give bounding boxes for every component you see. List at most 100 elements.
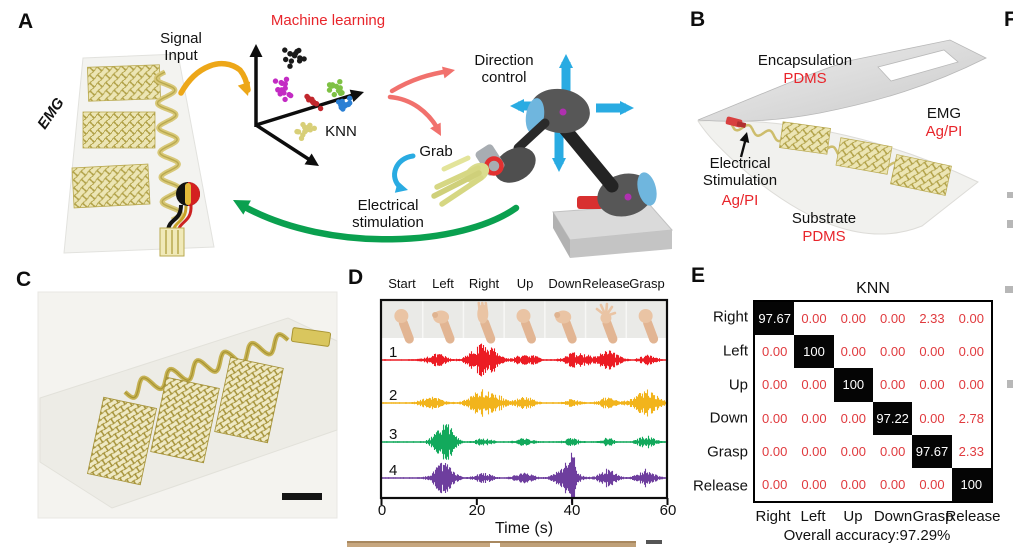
matrix-cell-down-down: 97.22 <box>872 401 913 435</box>
emg-trace-2 <box>380 389 669 417</box>
trace-label-4: 4 <box>389 462 398 479</box>
signal-input-label: Signal Input <box>160 30 202 65</box>
encapsulation-label: Encapsulation <box>757 52 853 69</box>
emg-device-illustration <box>63 53 215 257</box>
matrix-cell-release-release: 100 <box>951 467 991 501</box>
gesture-hand-grasp <box>638 309 659 344</box>
class-black-point <box>296 47 302 54</box>
class-green-point <box>339 90 345 96</box>
trace-label-2: 2 <box>389 387 398 404</box>
matrix-cell-grasp-left: 0.00 <box>801 443 827 459</box>
class-yellow-point <box>307 122 313 128</box>
class-blue-point <box>345 101 352 108</box>
matrix-cell-down-grasp: 0.00 <box>919 410 945 426</box>
matrix-cell-up-release: 0.00 <box>958 377 984 393</box>
class-black-point <box>297 55 303 61</box>
knn-label: KNN <box>325 123 357 140</box>
x-tick-40: 40 <box>563 502 581 519</box>
matrix-col-label-right: Right <box>755 508 791 525</box>
class-black-point <box>283 56 289 63</box>
gesture-label-release: Release <box>582 276 630 291</box>
matrix-cell-right-grasp: 2.33 <box>919 311 945 327</box>
matrix-col-label-grasp: Grasp <box>912 508 954 525</box>
matrix-row-label-right: Right <box>712 308 748 326</box>
class-green-point <box>337 85 343 91</box>
gesture-hand-down <box>554 310 577 344</box>
class-black-point <box>288 58 295 64</box>
matrix-col-label-down: Down <box>873 508 913 525</box>
matrix-title: KNN <box>856 280 890 297</box>
matrix-cell-grasp-grasp: 97.67 <box>912 434 952 468</box>
class-green-point <box>329 83 335 89</box>
class-magenta-point <box>275 87 281 93</box>
gesture-label-grasp: Grasp <box>629 276 665 291</box>
matrix-cell-up-up: 100 <box>833 368 873 402</box>
gesture-hand-release <box>595 302 618 344</box>
workflow-arrows <box>178 54 634 243</box>
x-tick-20: 20 <box>468 502 486 519</box>
matrix-cell-up-left: 0.00 <box>801 377 827 393</box>
gesture-hand-start <box>394 309 414 344</box>
emg-trace-4 <box>380 452 669 504</box>
electrical-stimulation-label: Electrical stimulation <box>352 197 424 232</box>
matrix-cell-up-down: 0.00 <box>880 377 906 393</box>
class-magenta-point <box>282 96 288 103</box>
class-magenta-point <box>279 80 285 87</box>
grab-label: Grab <box>419 143 453 160</box>
device-layers-illustration <box>697 39 987 235</box>
matrix-cell-left-right: 0.00 <box>762 344 788 360</box>
class-green-point <box>337 79 343 85</box>
matrix-row-label-down: Down <box>709 409 748 427</box>
matrix-cell-right-up: 0.00 <box>840 311 866 327</box>
cropped-right-edge-marks <box>1005 192 1013 388</box>
confusion-matrix: 97.67 0.00 0.00 0.00 2.33 0.00 0.00 100 0.00 0.00… <box>753 300 993 503</box>
class-green-point <box>331 91 337 98</box>
panel-a-label: A <box>18 10 34 33</box>
matrix-cell-right-left: 0.00 <box>801 311 827 327</box>
trace-label-1: 1 <box>389 344 398 361</box>
class-yellow-point <box>303 127 310 133</box>
matrix-cell-grasp-down: 0.00 <box>880 443 906 459</box>
encapsulation-material-label: PDMS <box>783 70 827 87</box>
matrix-cell-up-right: 0.00 <box>762 377 788 393</box>
matrix-cell-down-left: 0.00 <box>801 410 827 426</box>
emg-material-label: Ag/PI <box>925 123 963 140</box>
scale-bar <box>282 493 322 500</box>
matrix-cell-release-left: 0.00 <box>801 476 827 492</box>
robot-gripper-hand <box>431 144 536 207</box>
panel-e-label: E <box>691 264 706 287</box>
matrix-row-label-up: Up <box>728 376 748 394</box>
stimulation-layer-label: Electrical Stimulation <box>702 155 778 190</box>
class-red-point <box>306 97 312 103</box>
matrix-cell-down-release: 2.78 <box>958 410 984 426</box>
matrix-cell-grasp-up: 0.00 <box>840 443 866 459</box>
matrix-col-label-left: Left <box>800 508 826 525</box>
class-magenta-point <box>283 76 290 83</box>
class-yellow-point <box>300 121 306 128</box>
robot-arm-illustration <box>431 88 674 258</box>
matrix-cell-left-grasp: 0.00 <box>919 344 945 360</box>
class-red-point <box>317 105 324 112</box>
gesture-hands-row <box>394 301 659 344</box>
gesture-label-left: Left <box>432 276 454 291</box>
emg-trace-plot <box>379 298 669 505</box>
matrix-cell-grasp-release: 2.33 <box>958 443 984 459</box>
class-yellow-point <box>311 125 317 131</box>
gesture-hand-left <box>432 310 455 344</box>
overall-accuracy-label: Overall accuracy:97.29% <box>783 527 951 544</box>
x-tick-0: 0 <box>377 502 387 519</box>
matrix-cell-right-right: 97.67 <box>755 302 795 336</box>
panel-d-label: D <box>348 266 364 289</box>
matrix-cell-release-right: 0.00 <box>762 476 788 492</box>
stimulation-connector <box>159 182 200 257</box>
device-photo <box>37 291 338 519</box>
gesture-label-up: Up <box>516 276 534 291</box>
matrix-row-label-left: Left <box>722 342 748 360</box>
panel-f-label-clipped: F <box>1004 8 1013 31</box>
cropped-bottom-panel-edge <box>347 540 662 547</box>
class-black-point <box>287 63 293 69</box>
class-blue-point <box>346 95 353 101</box>
class-red-point <box>313 101 319 107</box>
matrix-cell-left-down: 0.00 <box>880 344 906 360</box>
